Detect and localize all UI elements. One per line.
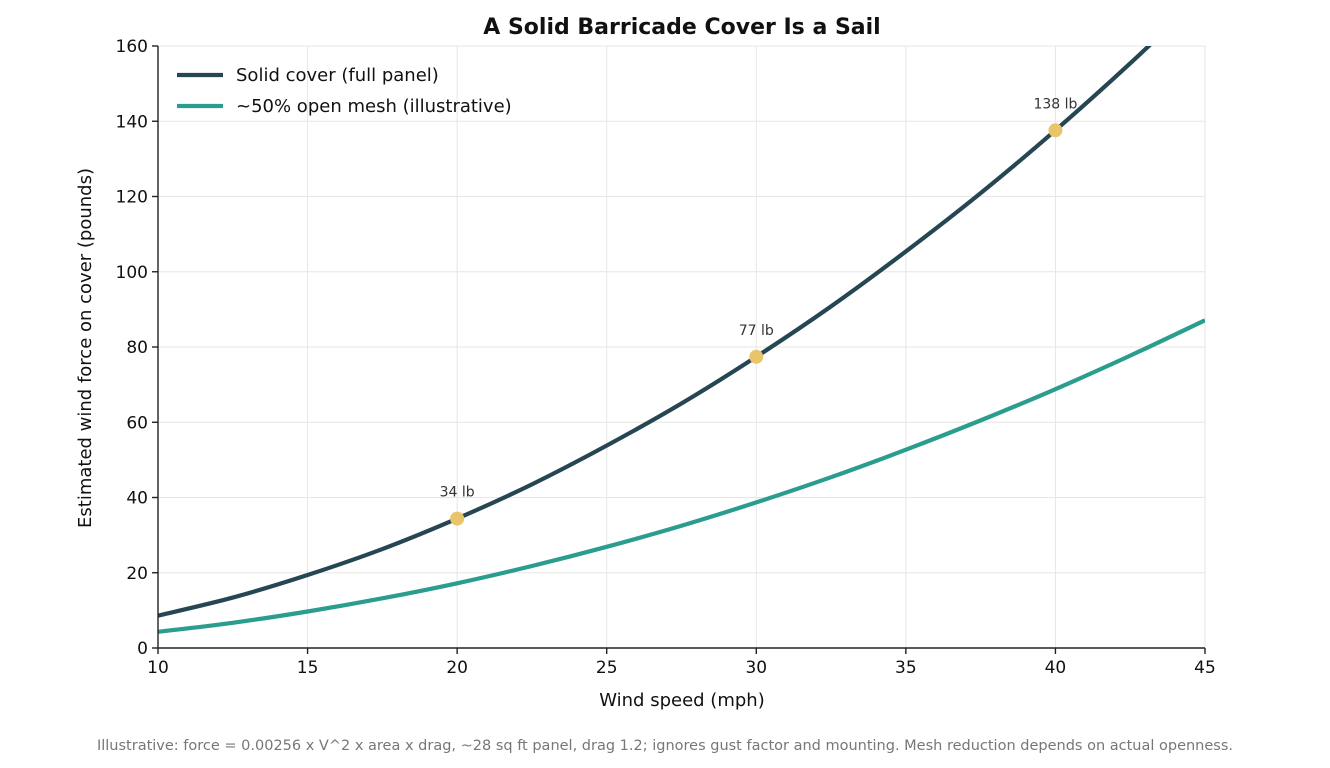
axes: 10 15 20 25 30 35 40 45 0 20 40 60 80 100 120 140 160 <box>116 37 1216 678</box>
grid-lines <box>157 45 1206 649</box>
x-tick-label-1: 15 <box>297 658 319 678</box>
y-tick-label-8: 160 <box>116 37 148 57</box>
series-line-0 <box>158 46 1152 618</box>
chart-title: A Solid Barricade Cover Is a Sail <box>483 15 880 40</box>
highlight-point-0 <box>450 511 465 526</box>
y-tick-label-1: 20 <box>126 564 148 584</box>
y-tick-label-0: 0 <box>137 639 148 659</box>
x-tick-label-3: 25 <box>596 658 618 678</box>
highlight-point-1 <box>749 349 764 364</box>
y-tick-label-7: 140 <box>116 112 148 132</box>
x-tick-label-4: 30 <box>745 658 767 678</box>
series-line-1 <box>158 318 1205 634</box>
point-label-2: 138 lb <box>1033 96 1077 112</box>
y-tick-label-5: 100 <box>116 263 148 283</box>
highlight-point-2 <box>1048 123 1063 138</box>
x-tick-label-0: 10 <box>147 658 169 678</box>
series-lines <box>158 46 1205 634</box>
highlight-points: 34 lb 77 lb 138 lb <box>440 96 1078 526</box>
point-label-0: 34 lb <box>440 485 475 501</box>
point-label-1: 77 lb <box>739 323 774 339</box>
footnote: Illustrative: force = 0.00256 x V^2 x ar… <box>97 738 1233 754</box>
legend-label-1: ~50% open mesh (illustrative) <box>236 96 512 117</box>
y-tick-label-3: 60 <box>126 413 148 433</box>
x-tick-label-7: 45 <box>1194 658 1216 678</box>
legend-label-0: Solid cover (full panel) <box>236 65 439 86</box>
y-tick-label-4: 80 <box>126 338 148 358</box>
x-tick-label-6: 40 <box>1045 658 1067 678</box>
x-tick-label-2: 20 <box>446 658 468 678</box>
x-tick-label-5: 35 <box>895 658 917 678</box>
legend: Solid cover (full panel) ~50% open mesh (… <box>177 65 512 117</box>
y-axis-label: Estimated wind force on cover (pounds) <box>75 168 96 528</box>
y-tick-label-2: 40 <box>126 489 148 509</box>
y-tick-label-6: 120 <box>116 188 148 208</box>
x-axis-label: Wind speed (mph) <box>599 690 764 711</box>
